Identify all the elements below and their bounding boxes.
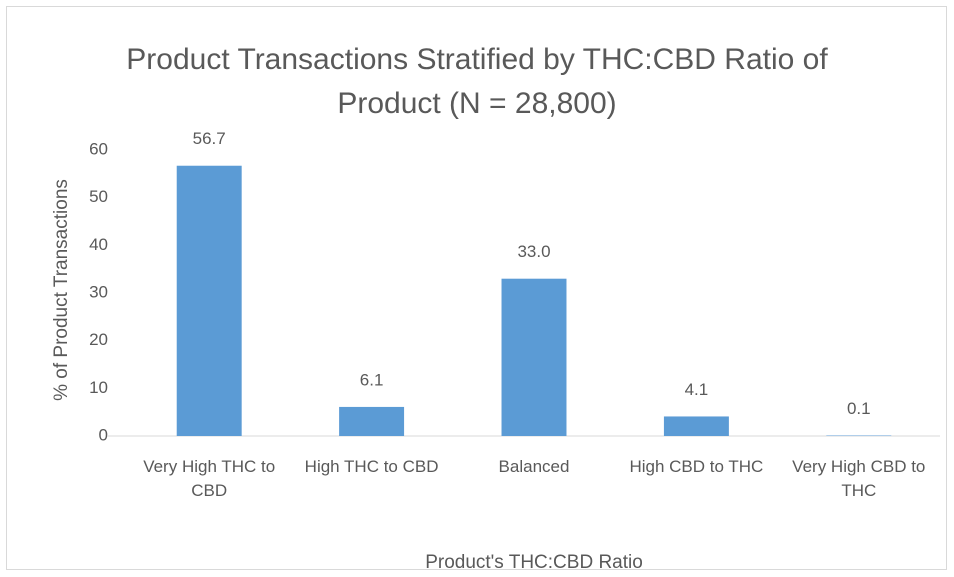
data-label: 33.0	[517, 242, 550, 261]
chart-title: Product Transactions Stratified by THC:C…	[126, 43, 828, 120]
x-tick-label: Very High THC to CBD	[143, 457, 276, 500]
bar	[663, 416, 729, 436]
y-tick-label: 10	[89, 378, 108, 397]
x-tick-label: High CBD to THC	[629, 457, 764, 476]
y-tick-label: 30	[89, 282, 108, 301]
y-tick-label: 0	[99, 425, 108, 444]
bar	[339, 406, 405, 436]
y-tick-label: 40	[89, 235, 108, 254]
y-tick-label: 50	[89, 187, 108, 206]
data-label: 56.7	[193, 129, 226, 148]
data-label: 0.1	[847, 399, 871, 418]
chart-border	[6, 6, 947, 570]
y-axis-label: % of Product Transactions	[51, 179, 72, 401]
y-tick-label: 20	[89, 330, 108, 349]
x-tick-label: Very High CBD to THC	[792, 457, 926, 500]
data-label: 4.1	[685, 380, 709, 399]
bar	[176, 165, 242, 437]
x-tick-label: High THC to CBD	[304, 457, 439, 476]
x-axis-label: Product's THC:CBD Ratio	[425, 552, 643, 573]
x-tick-label: Balanced	[498, 457, 570, 476]
y-tick-label: 60	[89, 139, 108, 158]
data-label: 6.1	[360, 370, 384, 389]
bar	[501, 278, 567, 436]
